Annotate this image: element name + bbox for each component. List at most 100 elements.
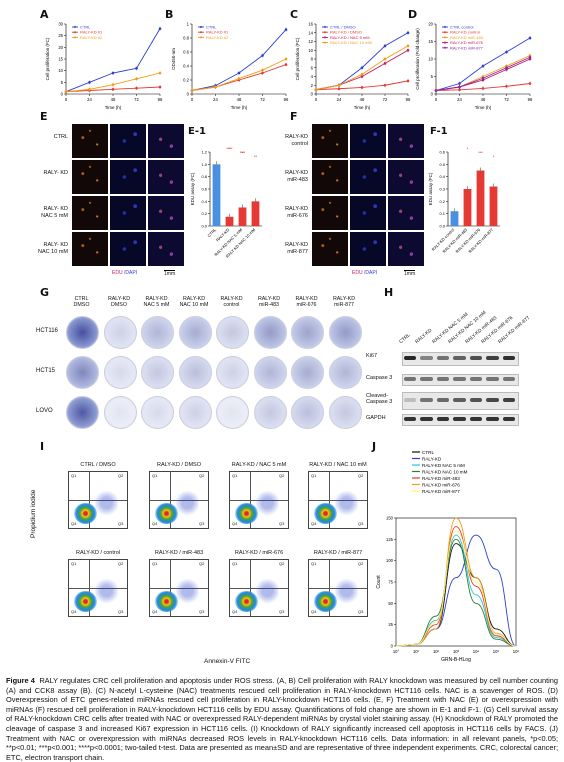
y-tick-label: 0.6 (183, 50, 189, 55)
x-tick-label: 24 (87, 97, 92, 102)
dapi-image (350, 196, 386, 230)
y-tick-label: 10 (308, 48, 313, 53)
legend-marker (74, 26, 76, 28)
y-axis-label: EDU assay (FC) (428, 172, 433, 205)
culture-well (178, 316, 212, 349)
blot-label: Caspase 3 (366, 375, 393, 381)
blot-band (420, 398, 433, 402)
blot-label: Cleaved- Caspase 3 (366, 393, 393, 405)
y-tick-label: 125 (386, 537, 394, 542)
y-tick-label: 10 (428, 57, 433, 62)
legend-marker (444, 41, 446, 44)
panel-label-d: D (408, 8, 418, 21)
quadrant-line-horizontal (230, 500, 288, 501)
panel-label-e: E (40, 110, 48, 123)
culture-well (253, 316, 287, 349)
significance-mark: * (467, 146, 469, 151)
blot-band (420, 417, 433, 421)
lane-label: RALY-KD miR-877 (497, 315, 531, 345)
culture-well (328, 316, 362, 349)
culture-well (253, 396, 287, 429)
blot-band (453, 377, 466, 381)
histogram-curve (395, 530, 517, 647)
merge-image (148, 232, 184, 266)
quadrant-label: Q2 (358, 473, 364, 478)
panel-label-a: A (40, 8, 49, 21)
y-tick-label: 5 (431, 74, 434, 79)
x-axis-label: GRN-B-HLog (441, 657, 471, 662)
blot-band (486, 417, 499, 421)
y-tick-label: 8 (311, 57, 314, 62)
legend-label: RALY-KD miR-676 (422, 483, 460, 488)
quadrant-label: Q2 (279, 561, 285, 566)
merge-image (148, 124, 184, 158)
x-tick-label: 10³ (453, 649, 460, 654)
cell-population (73, 590, 97, 613)
legend-marker (74, 31, 76, 34)
legend-marker (74, 36, 76, 39)
legend-label: RALY-KD miR-676 (450, 40, 484, 45)
x-tick-label: 10¹ (413, 649, 420, 654)
cell-population (234, 502, 258, 525)
row-label: RALY- KD (43, 170, 68, 176)
x-tick-label: 0 (435, 97, 438, 102)
quadrant-label: Q2 (118, 561, 124, 566)
quadrant-label: Q4 (152, 609, 158, 614)
dapi-image (350, 232, 386, 266)
x-tick-label: 96 (284, 97, 289, 102)
y-tick-label: 1 (187, 22, 190, 27)
bar (450, 211, 459, 226)
y-tick-label: 0.2 (201, 211, 207, 216)
y-tick-label: 150 (386, 516, 394, 521)
bar (489, 186, 498, 226)
row-label: LOVO (36, 408, 53, 414)
edu-label: EDU (112, 270, 123, 276)
culture-well (103, 356, 137, 389)
quadrant-line-horizontal (69, 588, 127, 589)
legend-marker (324, 31, 326, 34)
quadrant-label: Q1 (232, 473, 238, 478)
culture-well (178, 396, 212, 429)
chart-a: 0 5 10 15 20 25 30 0 24 48 72 96 Time (h) Cell prolif… (45, 22, 163, 111)
quadrant-label: Q1 (152, 473, 158, 478)
x-tick-label: 0 (191, 97, 194, 102)
blot-band (502, 398, 515, 402)
panel-label-g: G (40, 286, 50, 299)
legend-label: RALY-KD (422, 457, 442, 462)
facs-plot-title: RALY-KD / miR-877 (313, 550, 363, 556)
culture-well (328, 356, 362, 389)
y-tick-label: 0.6 (439, 150, 445, 155)
y-tick-label: 12 (308, 39, 313, 44)
quadrant-label: Q4 (311, 521, 317, 526)
legend-marker (200, 36, 202, 39)
quadrant-label: Q3 (118, 521, 124, 526)
quadrant-line-horizontal (309, 500, 367, 501)
bar (476, 170, 485, 226)
row-label: RALY-KD control (285, 134, 308, 147)
caption-title: Figure 4 (6, 676, 35, 685)
legend-label: CTRL (206, 25, 217, 30)
x-tick-label: 0 (315, 97, 318, 102)
y-tick-label: 0 (187, 92, 190, 97)
quadrant-label: Q2 (199, 561, 205, 566)
y-tick-label: 0.4 (183, 64, 189, 69)
category-label: CTRL (206, 227, 217, 238)
culture-well (141, 356, 174, 389)
significance-mark: * (229, 146, 231, 151)
facs-xlabel: Annexin-V FITC (204, 658, 251, 665)
dapi-image (110, 232, 146, 266)
blot-band (469, 417, 483, 421)
quadrant-label: Q3 (199, 609, 205, 614)
quadrant-label: Q3 (358, 521, 364, 526)
x-tick-label: 96 (528, 97, 533, 102)
dapi-image (110, 160, 146, 194)
x-tick-label: 96 (158, 97, 163, 102)
panel-label-f: F (290, 110, 298, 123)
apoptotic-population (176, 576, 200, 605)
y-axis-label: Cell proliferation (Fold change) (415, 28, 420, 90)
quadrant-label: Q2 (279, 473, 285, 478)
legend-label: RALY-KD miR-877 (422, 489, 460, 494)
quadrant-label: Q3 (279, 521, 285, 526)
